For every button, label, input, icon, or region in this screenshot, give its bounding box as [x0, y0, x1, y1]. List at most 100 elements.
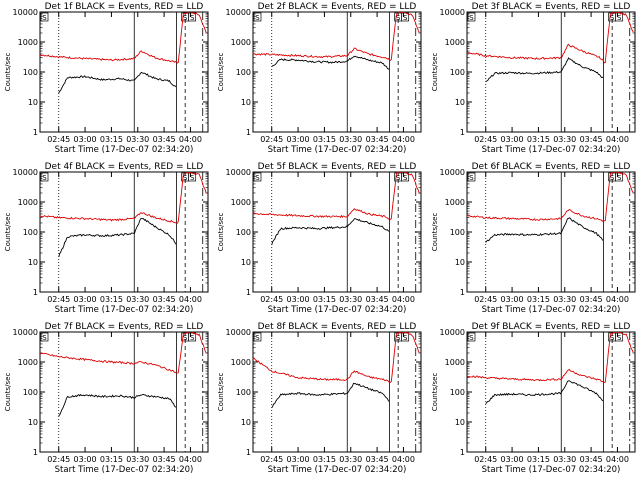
- y-axis-label: Counts/sec: [431, 53, 439, 92]
- x-tick-label: 04:00: [392, 135, 415, 144]
- flag-label: S: [396, 334, 401, 342]
- y-axis-label: Counts/sec: [431, 213, 439, 252]
- flag-label: S: [183, 14, 188, 22]
- y-tick-label: 10: [28, 418, 38, 427]
- flag-label: S: [469, 334, 474, 342]
- flag-box: [467, 172, 476, 182]
- y-tick-label: 1000: [231, 198, 251, 207]
- y-tick-label: 1: [460, 128, 465, 137]
- x-tick-label: 03:00: [501, 135, 524, 144]
- flag-box: [253, 332, 262, 342]
- flag-box: [401, 172, 410, 182]
- x-tick-label: 03:30: [339, 295, 362, 304]
- x-tick-label: 03:45: [153, 295, 176, 304]
- lld-series-line: [40, 172, 207, 224]
- x-tick-label: 03:45: [580, 295, 603, 304]
- y-tick-label: 10: [241, 258, 251, 267]
- y-tick-label: 1: [246, 448, 251, 457]
- y-tick-label: 1: [33, 288, 38, 297]
- x-tick-label: 03:30: [553, 135, 576, 144]
- x-tick-label: 03:00: [74, 455, 97, 464]
- panel-7: Det 7f BLACK = Events, RED = LLD 1 10 100 10…: [4, 322, 209, 475]
- flag-box: [188, 332, 197, 342]
- flag-box: [467, 12, 476, 22]
- panel-8: Det 8f BLACK = Events, RED = LLD 1 10 100 10…: [217, 322, 422, 475]
- x-axis-label: Start Time (17-Dec-07 02:34:20): [482, 465, 621, 475]
- x-tick-label: 03:30: [339, 455, 362, 464]
- flag-label: S: [610, 174, 615, 182]
- y-axis-label: Counts/sec: [4, 213, 12, 252]
- x-tick-label: 02:45: [474, 295, 497, 304]
- x-tick-label: 04:00: [392, 455, 415, 464]
- y-tick-label: 10000: [226, 8, 251, 17]
- x-tick-label: 03:00: [74, 295, 97, 304]
- panel-title: Det 1f BLACK = Events, RED = LLD: [45, 2, 204, 12]
- flag-label: S: [42, 334, 47, 342]
- y-tick-label: 1: [460, 448, 465, 457]
- x-tick-label: 04:00: [179, 455, 202, 464]
- flag-label: S: [617, 334, 622, 342]
- y-tick-label: 100: [23, 68, 38, 77]
- y-axis-label: Counts/sec: [217, 373, 225, 412]
- lld-series-line: [40, 12, 207, 64]
- flag-label: S: [469, 174, 474, 182]
- flag-box: [467, 332, 476, 342]
- y-tick-label: 1000: [445, 38, 465, 47]
- flag-label: S: [403, 174, 408, 182]
- flag-label: S: [190, 14, 195, 22]
- flag-box: [253, 12, 262, 22]
- panel-title: Det 7f BLACK = Events, RED = LLD: [45, 322, 204, 332]
- y-tick-label: 100: [450, 68, 465, 77]
- plot-frame: [39, 331, 209, 453]
- x-tick-label: 03:15: [100, 455, 123, 464]
- events-series-line: [271, 382, 390, 409]
- x-axis-label: Start Time (17-Dec-07 02:34:20): [482, 145, 621, 155]
- flag-box: [401, 332, 410, 342]
- panel-title: Det 6f BLACK = Events, RED = LLD: [472, 162, 631, 172]
- x-tick-label: 03:00: [287, 135, 310, 144]
- lld-series-line: [253, 172, 420, 220]
- x-tick-label: 03:45: [580, 135, 603, 144]
- flag-label: S: [396, 14, 401, 22]
- flag-label: S: [469, 14, 474, 22]
- x-tick-label: 03:30: [553, 455, 576, 464]
- events-series-line: [485, 57, 604, 83]
- events-series-line: [271, 55, 390, 71]
- flag-label: S: [42, 14, 47, 22]
- flag-label: S: [42, 174, 47, 182]
- y-axis-label: Counts/sec: [217, 213, 225, 252]
- y-tick-label: 1000: [18, 198, 38, 207]
- x-tick-label: 03:15: [527, 295, 550, 304]
- y-axis-label: Counts/sec: [4, 373, 12, 412]
- panel-4: Det 4f BLACK = Events, RED = LLD 1 10 100 10…: [4, 162, 209, 315]
- panel-title: Det 2f BLACK = Events, RED = LLD: [258, 2, 417, 12]
- events-series-line: [485, 217, 604, 243]
- x-tick-label: 02:45: [47, 455, 70, 464]
- x-tick-label: 03:45: [580, 455, 603, 464]
- y-tick-label: 10000: [13, 8, 38, 17]
- y-tick-label: 10000: [226, 328, 251, 337]
- events-series-line: [58, 218, 177, 257]
- x-tick-label: 02:45: [474, 455, 497, 464]
- flag-label: S: [610, 14, 615, 22]
- y-tick-label: 10: [241, 98, 251, 107]
- y-tick-label: 1: [33, 128, 38, 137]
- y-tick-label: 1000: [231, 358, 251, 367]
- lld-series-line: [467, 12, 634, 64]
- y-tick-label: 10000: [13, 328, 38, 337]
- x-tick-label: 03:45: [366, 455, 389, 464]
- plot-frame: [39, 11, 209, 133]
- events-series-line: [271, 218, 390, 245]
- panel-title: Det 3f BLACK = Events, RED = LLD: [472, 2, 631, 12]
- y-tick-label: 100: [450, 228, 465, 237]
- events-series-line: [485, 380, 604, 404]
- y-tick-label: 10: [28, 98, 38, 107]
- x-tick-label: 03:00: [287, 295, 310, 304]
- y-tick-label: 1000: [18, 38, 38, 47]
- x-tick-label: 03:00: [287, 455, 310, 464]
- flag-label: S: [183, 174, 188, 182]
- x-axis-label: Start Time (17-Dec-07 02:34:20): [55, 305, 194, 315]
- x-tick-label: 04:00: [392, 295, 415, 304]
- flag-box: [253, 172, 262, 182]
- x-tick-label: 02:45: [260, 295, 283, 304]
